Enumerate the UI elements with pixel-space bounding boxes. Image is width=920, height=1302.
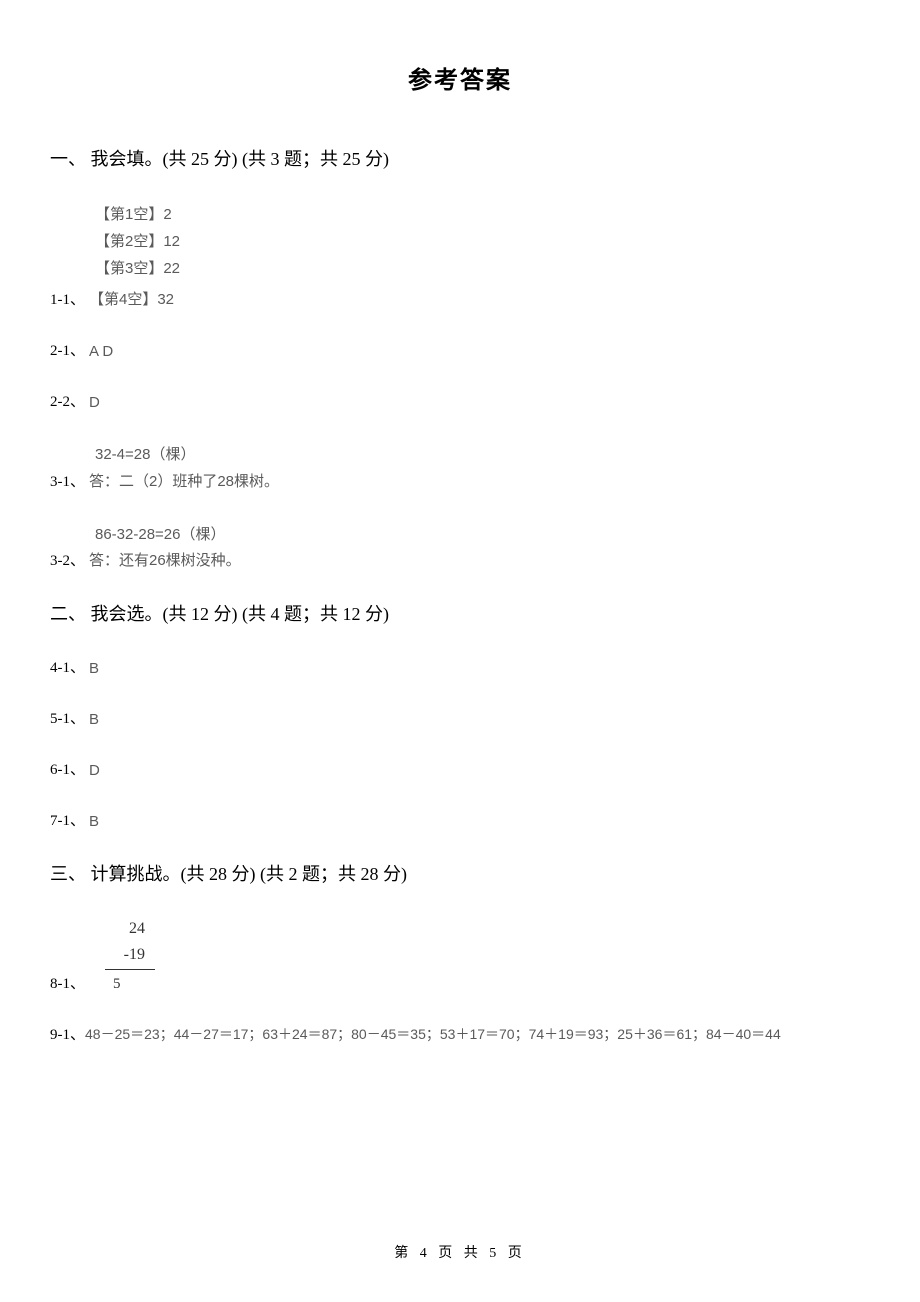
- blank-1: 【第1空】2: [95, 201, 870, 228]
- blank-3: 【第3空】22: [95, 255, 870, 282]
- answer-2-1: A D: [89, 343, 113, 360]
- question-1-1: 【第1空】2 【第2空】12 【第3空】22 1-1、 【第4空】32: [50, 201, 870, 309]
- calc-3-1: 32-4=28（棵）: [95, 441, 870, 470]
- label-4-1: 4-1、: [50, 656, 85, 677]
- answer-2-2: D: [89, 394, 100, 411]
- section-2-header: 二、 我会选。(共 12 分) (共 4 题；共 12 分): [50, 600, 870, 626]
- page-title: 参考答案: [50, 60, 870, 95]
- answer-7-1: B: [89, 813, 99, 830]
- answer-9-1: 48－25＝23；44－27＝17；63＋24＝87；80－45＝35；53＋1…: [85, 1024, 781, 1044]
- label-8-1: 8-1、: [50, 972, 85, 993]
- answer-3-1: 答：二（2）班种了28棵树。: [89, 470, 279, 491]
- answer-4-1: B: [89, 660, 99, 677]
- answer-5-1: B: [89, 711, 99, 728]
- label-6-1: 6-1、: [50, 758, 85, 779]
- label-3-1: 3-1、: [50, 470, 85, 491]
- answer-3-2: 答：还有26棵树没种。: [89, 549, 241, 570]
- question-9-1: 9-1、 48－25＝23；44－27＝17；63＋24＝87；80－45＝35…: [50, 1023, 870, 1044]
- label-2-1: 2-1、: [50, 339, 85, 360]
- label-3-2: 3-2、: [50, 549, 85, 570]
- calc-top: 24: [105, 916, 145, 942]
- calc-3-2: 86-32-28=26（棵）: [95, 521, 870, 550]
- question-6-1: 6-1、 D: [50, 758, 870, 779]
- blank-2: 【第2空】12: [95, 228, 870, 255]
- page-footer: 第 4 页 共 5 页: [0, 1242, 920, 1262]
- label-7-1: 7-1、: [50, 809, 85, 830]
- section-1-header: 一、 我会填。(共 25 分) (共 3 题；共 25 分): [50, 145, 870, 171]
- calc-result: 5: [113, 976, 121, 993]
- blank-4: 【第4空】32: [89, 288, 174, 309]
- question-2-2: 2-2、 D: [50, 390, 870, 411]
- question-8-1: 24 -19 8-1、 5: [50, 916, 870, 993]
- label-5-1: 5-1、: [50, 707, 85, 728]
- question-7-1: 7-1、 B: [50, 809, 870, 830]
- answer-6-1: D: [89, 762, 100, 779]
- section-3-header: 三、 计算挑战。(共 28 分) (共 2 题；共 28 分): [50, 860, 870, 886]
- question-5-1: 5-1、 B: [50, 707, 870, 728]
- label-9-1: 9-1、: [50, 1023, 85, 1044]
- calc-divider: [105, 969, 155, 970]
- label-2-2: 2-2、: [50, 390, 85, 411]
- question-3-1: 32-4=28（棵） 3-1、 答：二（2）班种了28棵树。: [50, 441, 870, 491]
- question-2-1: 2-1、 A D: [50, 339, 870, 360]
- label-1-1: 1-1、: [50, 288, 85, 309]
- question-3-2: 86-32-28=26（棵） 3-2、 答：还有26棵树没种。: [50, 521, 870, 571]
- question-4-1: 4-1、 B: [50, 656, 870, 677]
- calc-bottom: -19: [105, 942, 145, 968]
